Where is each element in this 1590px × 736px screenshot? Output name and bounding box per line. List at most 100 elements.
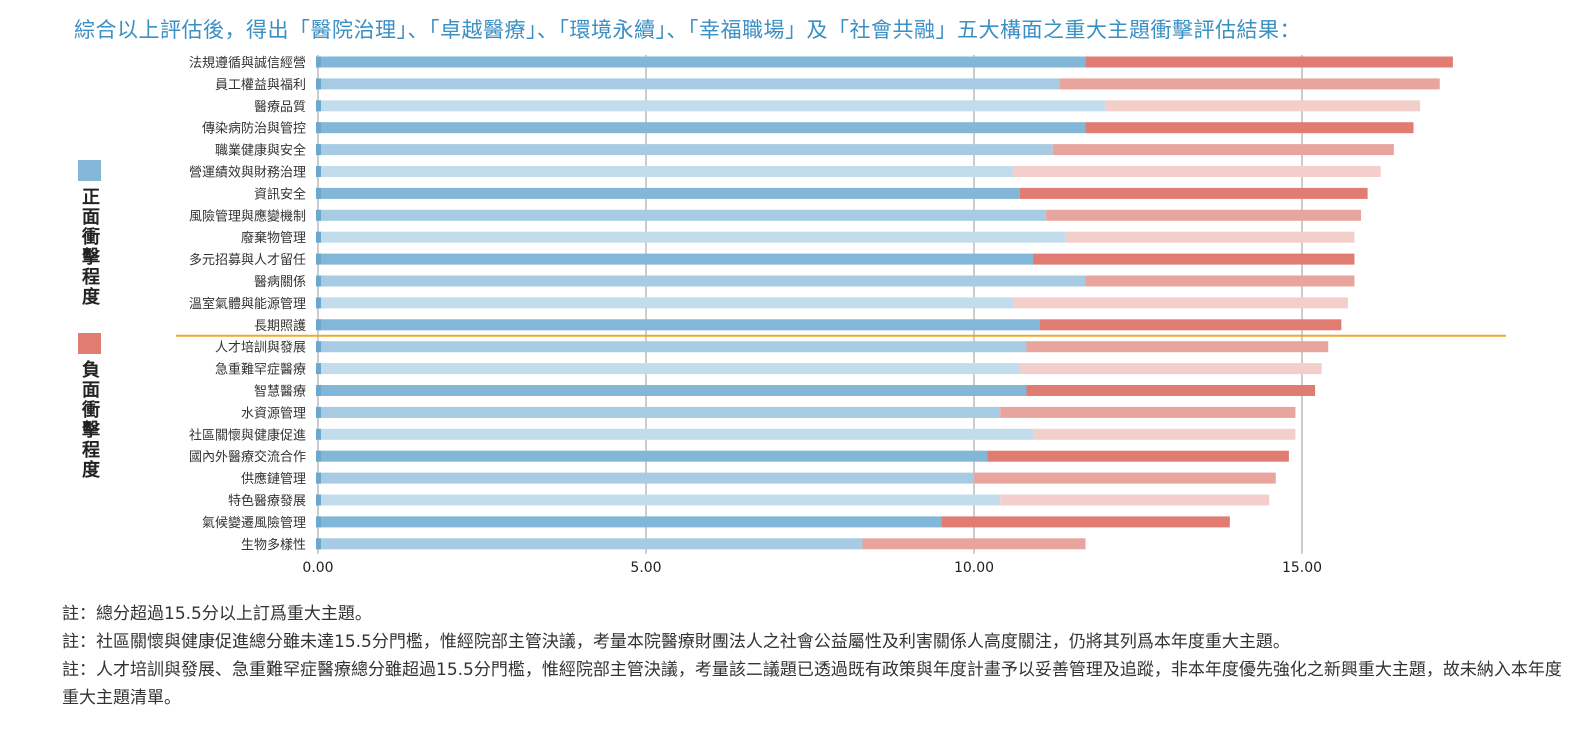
bar-positive <box>318 538 863 550</box>
bar-cap <box>316 297 321 309</box>
legend-negative-label: 負面衝擊程度 <box>79 360 100 480</box>
category-label: 廢棄物管理 <box>241 231 306 246</box>
bar-negative <box>1026 341 1329 353</box>
bar-cap <box>316 56 321 68</box>
bar-negative <box>1039 319 1342 331</box>
bar-negative <box>1013 166 1381 177</box>
bar-positive <box>318 450 988 462</box>
bar-positive <box>318 166 1014 177</box>
bar-positive <box>318 516 942 528</box>
category-label: 特色醫療發展 <box>228 493 306 509</box>
bar-negative <box>1000 406 1296 418</box>
bar-cap <box>316 341 321 353</box>
bar-positive <box>318 406 1001 418</box>
category-label: 急重難罕症醫療 <box>215 362 306 378</box>
bar-positive <box>318 231 1066 243</box>
category-label: 風險管理與應變機制 <box>189 208 306 224</box>
bar-negative <box>1085 122 1414 134</box>
category-label: 醫病關係 <box>254 275 306 290</box>
bar-positive <box>318 253 1034 265</box>
category-label: 社區關懷與健康促進 <box>189 427 306 443</box>
bar-cap <box>316 187 321 199</box>
category-label: 長期照護 <box>254 318 306 334</box>
bar-cap <box>316 538 321 550</box>
bar-cap <box>316 406 321 418</box>
bar-negative <box>1046 209 1362 221</box>
bar-negative <box>987 450 1289 462</box>
category-label: 資訊安全 <box>254 186 306 202</box>
bar-positive <box>318 494 1001 506</box>
bar-negative <box>1052 144 1394 156</box>
bar-cap <box>316 78 321 90</box>
bar-cap <box>316 363 321 375</box>
bar-cap <box>316 319 321 331</box>
x-tick-label: 5.00 <box>630 560 661 576</box>
bar-positive <box>318 385 1027 396</box>
category-label: 醫療品質 <box>254 100 306 115</box>
note-3: 註：人才培訓與發展、急重難罕症醫療總分雖超過15.5分門檻，惟經院部主管決議，考… <box>62 660 1562 708</box>
bar-cap <box>316 231 321 243</box>
legend-positive-label: 正面衝擊程度 <box>79 187 100 307</box>
bar-negative <box>941 516 1230 528</box>
category-label: 營運績效與財務治理 <box>189 166 306 181</box>
bar-positive <box>318 56 1086 68</box>
bar-cap <box>316 472 321 484</box>
bar-negative <box>1033 428 1296 440</box>
category-label: 人才培訓與發展 <box>215 340 306 356</box>
bar-negative <box>862 538 1086 550</box>
bar-positive <box>318 209 1047 221</box>
bar-positive <box>318 275 1086 287</box>
bar-cap <box>316 100 321 112</box>
bar-cap <box>316 253 321 265</box>
category-label: 水資源管理 <box>241 406 306 421</box>
bar-negative <box>1033 253 1355 265</box>
bar-positive <box>318 341 1027 353</box>
category-label: 智慧醫療 <box>254 384 306 400</box>
impact-bar-chart: 法規遵循與誠信經營員工權益與福利醫療品質傳染病防治與管控職業健康與安全營運績效與… <box>176 55 1506 576</box>
bar-cap <box>316 385 321 396</box>
bar-negative <box>1019 363 1322 375</box>
legend: 正面衝擊程度 負面衝擊程度 <box>78 160 104 480</box>
bar-positive <box>318 297 1014 309</box>
bar-positive <box>318 428 1034 440</box>
bar-cap <box>316 516 321 528</box>
bar-cap <box>316 166 321 177</box>
legend-positive-swatch <box>78 160 101 181</box>
category-label: 職業健康與安全 <box>215 143 306 159</box>
legend-negative-swatch <box>78 333 101 354</box>
category-label: 氣候變遷風險管理 <box>202 515 306 531</box>
bar-positive <box>318 319 1040 331</box>
bar-negative <box>1105 100 1421 112</box>
bar-negative <box>1085 56 1453 68</box>
bar-positive <box>318 144 1053 156</box>
notes: 註：總分超過15.5分以上訂爲重大主題。 註：社區關懷與健康促進總分雖未達15.… <box>62 600 1562 712</box>
x-tick-label: 15.00 <box>1282 560 1322 576</box>
category-label: 生物多樣性 <box>241 537 306 553</box>
x-tick-label: 10.00 <box>954 560 994 576</box>
bar-cap <box>316 494 321 506</box>
bar-positive <box>318 363 1020 375</box>
bar-negative <box>1065 231 1355 243</box>
note-1: 註：總分超過15.5分以上訂爲重大主題。 <box>62 604 372 624</box>
bar-negative <box>1059 78 1440 90</box>
note-2: 註：社區關懷與健康促進總分雖未達15.5分門檻，惟經院部主管決議，考量本院醫療財… <box>62 632 1290 652</box>
bar-cap <box>316 144 321 156</box>
category-label: 國內外醫療交流合作 <box>189 449 306 465</box>
bar-negative <box>1000 494 1270 506</box>
bar-negative <box>974 472 1276 484</box>
bar-cap <box>316 209 321 221</box>
category-label: 多元招募與人才留任 <box>189 252 306 268</box>
bar-negative <box>1026 385 1316 396</box>
bar-positive <box>318 78 1060 90</box>
category-label: 溫室氣體與能源管理 <box>189 296 306 312</box>
category-label: 法規遵循與誠信經營 <box>189 55 306 71</box>
bar-positive <box>318 187 1020 199</box>
page-title: 綜合以上評估後，得出「醫院治理」、「卓越醫療」、「環境永續」、「幸福職場」及「社… <box>74 18 1301 42</box>
category-label: 員工權益與福利 <box>215 78 306 93</box>
bar-negative <box>1019 187 1368 199</box>
bar-positive <box>318 100 1106 112</box>
x-tick-label: 0.00 <box>302 560 333 576</box>
bar-cap <box>316 428 321 440</box>
bar-cap <box>316 450 321 462</box>
category-label: 傳染病防治與管控 <box>202 121 306 137</box>
